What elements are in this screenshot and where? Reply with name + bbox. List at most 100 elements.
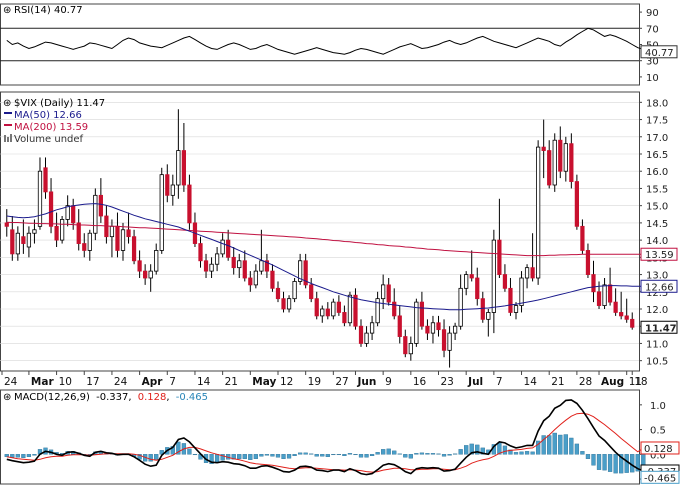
candle-body [237,260,242,269]
candlestick [82,233,87,258]
candle-body [441,329,447,351]
candlestick [353,288,358,330]
price-tick-label: 14.5 [646,219,668,230]
price-tick-label: 11.0 [646,339,668,350]
candlestick [491,229,496,334]
macd-histogram-bar [270,454,275,457]
macd-histogram-bar [580,451,585,455]
macd-histogram-bar [214,454,220,463]
candle-body [552,139,557,186]
candle-body [98,194,103,217]
macd-histogram-bar [21,454,26,458]
macd-histogram-bar [397,453,402,455]
candlestick [419,291,425,330]
candlestick [242,250,247,282]
macd-hist-value-label: -0.465 [644,473,676,484]
macd-histogram-bar [591,454,596,466]
price-tick-label: 17.0 [646,133,668,144]
macd-tick-label: 0.5 [650,426,666,437]
macd-histogram-bar [242,454,247,459]
macd-histogram-bar [441,454,447,457]
candlestick [98,178,103,223]
candle-body [231,256,236,269]
date-label: 24 [4,376,18,388]
rsi-tick-label: 90 [646,8,659,19]
candle-body [580,225,585,251]
macd-histogram-bar [286,454,292,459]
candlestick [558,126,563,179]
macd-histogram-bar [369,454,375,457]
macd-histogram-bar [602,454,607,471]
candle-body [259,260,264,272]
macd-histogram-bar [176,441,181,455]
date-label: 23 [441,376,454,388]
candlestick [392,288,397,320]
date-label: 14 [197,376,211,388]
macd-histogram-bar [613,454,618,474]
candle-body [469,274,474,279]
candlestick [248,271,253,292]
candle-body [226,239,231,258]
macd-histogram-bar [248,454,253,460]
ma200-value-label: 13.59 [645,250,674,261]
date-label: 24 [114,376,128,388]
candle-body [325,308,330,317]
candle-body [536,146,541,279]
candle-body [375,298,380,324]
candle-body [563,143,568,172]
candlestick [203,253,209,278]
rsi-legend: ⊛ RSI(14) 40.77 [3,5,83,16]
candle-body [21,236,26,244]
candle-body [436,322,441,331]
macd-panel: 1.00.50.0-0.50.128-0.337-0.465 [0,389,680,486]
candlestick [541,119,546,179]
ma200-value-label-box [640,247,678,261]
last-price-label: 11.47 [645,323,677,334]
macd-histogram-bar [624,454,629,473]
macd-legend-name: MACD(12,26,9) [14,392,90,403]
macd-histogram-bar [281,454,286,459]
macd-legend-signal: 0.128 [138,392,167,403]
price-legend: ⊛ $VIX (Daily) 11.47 MA(50) 12.66 MA(200… [3,98,105,145]
date-axis: 24 Mar 10 17 24 Apr 7 14 21 May 12 19 27 Jun 9 16 23 Jul 7… [1,371,648,388]
candlestick [508,278,513,316]
date-label: 11 [629,376,642,388]
price-tick-label: 14.0 [646,236,668,247]
candle-body [414,301,419,344]
candle-body [82,243,87,251]
date-label: 7 [169,376,176,388]
macd-histogram-bar [342,454,347,457]
candlestick [475,267,480,306]
macd-histogram-bar [569,437,574,455]
candle-body [214,253,220,265]
candle-body [286,298,292,310]
candle-body [71,205,76,224]
macd-histogram-bar [430,453,436,455]
candlestick [281,291,286,313]
candlestick [569,133,574,189]
macd-histogram-bar [547,435,552,455]
date-label: 14 [524,376,538,388]
candle-body [187,184,192,224]
macd-histogram-bar [519,451,524,455]
candlestick [43,157,48,199]
candle-body [275,287,281,300]
candle-body [574,181,579,227]
candle-body [630,318,635,328]
candle-body [203,260,209,272]
price-tick-label: 18.0 [646,98,668,109]
candlestick [54,212,59,247]
price-panel: 18.0 17.5 17.0 16.5 16.0 15.5 15.0 14.5 14.0 13.5… [0,91,678,372]
candle-body [270,270,275,289]
candlestick [309,278,314,303]
ma50-value-label-box [640,279,678,293]
candle-body [602,284,607,306]
macd-histogram-bar [524,451,530,455]
candle-body [176,150,181,186]
rsi-panel: 907050301040.77 [0,3,678,86]
candle-body [447,332,452,351]
macd-histogram-bar [596,454,602,470]
price-tick-label: 10.5 [646,357,668,368]
rsi-current-box [640,45,678,59]
candle-body [519,277,524,306]
